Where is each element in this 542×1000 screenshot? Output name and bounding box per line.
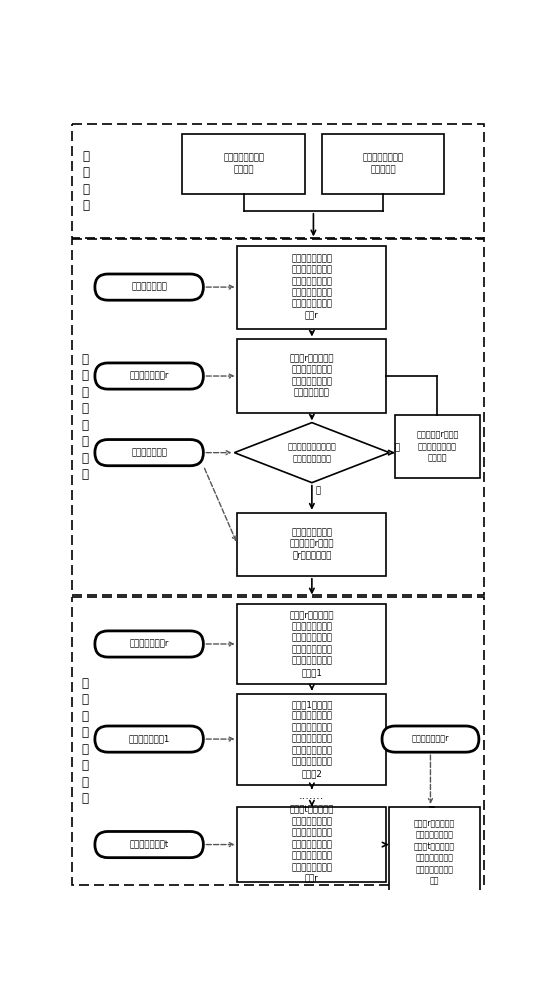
Bar [322,134,444,194]
Bar [72,597,484,885]
Text: 执行人：参与者1: 执行人：参与者1 [128,735,170,744]
Text: 分发者发送确认信
息给重构者r，重构
者r获得信息粒子: 分发者发送确认信 息给重构者r，重构 者r获得信息粒子 [289,528,334,560]
Bar [389,807,480,898]
Text: 参与者1移除诱骗
粒子，使用自己的
影子秘钥和旋转秘
钥对信息粒子进行
操作，再以诱骗粒
子传输模式发送给
参与者2: 参与者1移除诱骗 粒子，使用自己的 影子秘钥和旋转秘 钥对信息粒子进行 操作，再… [291,700,333,778]
Text: 初
始
阶
段: 初 始 阶 段 [83,150,90,212]
Text: 执行人：分发者: 执行人：分发者 [131,283,167,292]
Text: 重构者r移除诱骗粒
子获得信息粒子，
并取出t个旋转秘钥
对信息粒子进行混
合操作恢复出秘密
粒子: 重构者r移除诱骗粒 子获得信息粒子， 并取出t个旋转秘钥 对信息粒子进行混 合操… [414,819,455,885]
Text: 参与者t移除诱骗粒
子，使用自己的影
子秘钥和旋转秘钥
对信息粒子进行操
作，再以诱骗粒子
传输模式发送给重
构者r: 参与者t移除诱骗粒 子，使用自己的影 子秘钥和旋转秘钥 对信息粒子进行操 作，再… [289,806,334,883]
Bar [72,239,484,595]
Text: 秘
密
粒
子
分
享
阶
段: 秘 密 粒 子 分 享 阶 段 [81,353,88,481]
Text: 分发者生成秘密粒
子并执行对应操作
生成信息粒子，再
以诱骗粒子传输模
式将序列发送给重
构者r: 分发者生成秘密粒 子并执行对应操作 生成信息粒子，再 以诱骗粒子传输模 式将序列… [292,254,332,320]
Bar [237,694,386,785]
Text: 请求重构者r取消本
次操作做，开始新
一轮协议: 请求重构者r取消本 次操作做，开始新 一轮协议 [416,431,459,462]
FancyBboxPatch shape [95,440,203,466]
Text: 执行人：重构者r: 执行人：重构者r [412,735,449,744]
Text: 分发者构建影子秘
钥并分发: 分发者构建影子秘 钥并分发 [223,154,264,174]
FancyBboxPatch shape [95,726,203,752]
Bar [237,339,386,413]
Bar [237,246,386,329]
FancyBboxPatch shape [382,726,479,752]
FancyBboxPatch shape [95,631,203,657]
Text: 参与者与重构者共
享旋转秘钥: 参与者与重构者共 享旋转秘钥 [363,154,404,174]
Text: 无: 无 [315,486,321,495]
FancyBboxPatch shape [95,831,203,858]
Text: 秘
密
粒
子
重
构
阶
段: 秘 密 粒 子 重 构 阶 段 [81,677,88,805]
FancyBboxPatch shape [95,363,203,389]
Text: 执行人：重构者r: 执行人：重构者r [130,372,169,381]
Text: 执行人：重构者r: 执行人：重构者r [130,639,169,648]
FancyBboxPatch shape [95,274,203,300]
Text: 执行人：分发者: 执行人：分发者 [131,448,167,457]
Bar [237,513,386,576]
Bar [183,134,305,194]
Text: 分发者对比测量结果判
断是否有偷窃行为: 分发者对比测量结果判 断是否有偷窃行为 [287,442,336,463]
Text: .......: ....... [299,791,325,801]
Text: 重构者r从分发者处
获得诱骗粒子位置
和测量基，发送测
量结果给分发者: 重构者r从分发者处 获得诱骗粒子位置 和测量基，发送测 量结果给分发者 [289,354,334,398]
Text: 执行人：参与者t: 执行人：参与者t [130,840,169,849]
Bar [237,807,386,882]
Bar [395,415,480,478]
Text: 有: 有 [395,444,399,453]
Text: 重构者r使用自己的
影子秘钥和旋转秘
钥对秘密粒子进行
操作，再以诱骗粒
子传输模式发送给
参与者1: 重构者r使用自己的 影子秘钥和旋转秘 钥对秘密粒子进行 操作，再以诱骗粒 子传输… [289,611,334,677]
Polygon shape [234,423,389,483]
Bar [72,124,484,238]
Bar [237,604,386,684]
